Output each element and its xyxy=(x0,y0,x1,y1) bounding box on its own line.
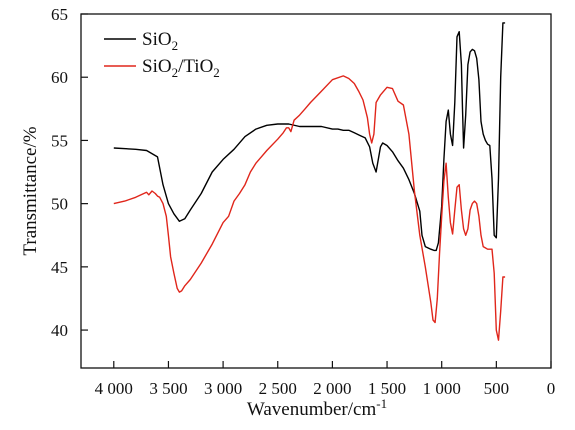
legend: SiO2 SiO2/TiO2 xyxy=(104,29,220,80)
x-axis-ticks: 4 000 3 500 3 000 2 500 2 000 1 500 1 000 500 0 xyxy=(95,361,556,398)
y-tick-label-40: 40 xyxy=(51,321,68,340)
legend-sio2tio2-base: SiO xyxy=(142,56,172,77)
y-tick-label-50: 50 xyxy=(51,195,68,214)
y-tick-label-45: 45 xyxy=(51,258,68,277)
y-axis-ticks: 40 45 50 55 60 65 xyxy=(51,5,88,340)
y-tick-label-65: 65 xyxy=(51,5,68,24)
series-line-sio2 xyxy=(113,22,506,252)
x-tick-label-4000: 4 000 xyxy=(95,379,133,398)
x-tick-label-3500: 3 500 xyxy=(149,379,187,398)
legend-label-sio2: SiO2 xyxy=(142,29,178,53)
legend-label-sio2-tio2: SiO2/TiO2 xyxy=(142,56,220,80)
legend-sio2tio2-sub: 2 xyxy=(172,65,179,80)
legend-sio2-base: SiO xyxy=(142,29,172,50)
x-axis-label-text: Wavenumber/cm xyxy=(247,399,377,420)
x-tick-label-1000: 1 000 xyxy=(423,379,461,398)
legend-sio2tio2-sub2: 2 xyxy=(213,65,220,80)
x-tick-label-2500: 2 500 xyxy=(259,379,297,398)
series-line-sio2-tio2 xyxy=(113,75,506,341)
series-layer xyxy=(113,22,506,341)
legend-sio2-sub: 2 xyxy=(172,38,179,53)
y-tick-label-55: 55 xyxy=(51,131,68,150)
x-tick-label-500: 500 xyxy=(484,379,510,398)
x-axis-label: Wavenumber/cm-1 xyxy=(247,396,387,420)
plot-frame xyxy=(80,13,552,369)
x-axis-label-superscript: -1 xyxy=(376,396,387,411)
x-tick-label-3000: 3 000 xyxy=(204,379,242,398)
x-tick-label-1500: 1 500 xyxy=(368,379,406,398)
x-tick-label-0: 0 xyxy=(547,379,556,398)
x-tick-label-2000: 2 000 xyxy=(313,379,351,398)
legend-sio2tio2-mid: /TiO xyxy=(178,56,213,77)
y-tick-label-60: 60 xyxy=(51,68,68,87)
y-axis-label: Transmittance/% xyxy=(20,126,41,255)
